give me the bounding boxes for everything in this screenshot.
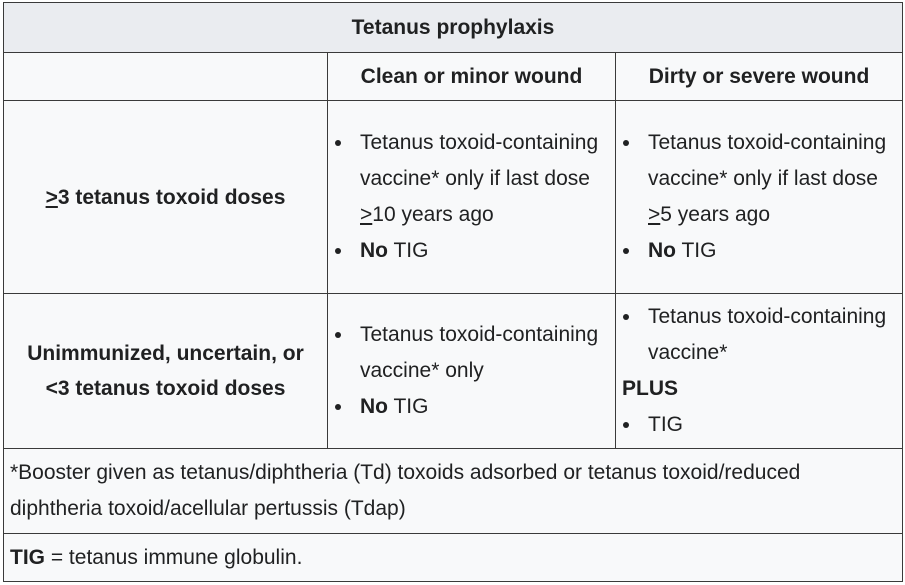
column-header-row: Clean or minor wound Dirty or severe wou…: [3, 52, 903, 101]
cell-clean-wound-3-doses: Tetanus toxoid-containing vaccine* only …: [327, 100, 616, 294]
list-item: Tetanus toxoid-containing vaccine* only …: [354, 125, 609, 233]
tetanus-table-wrapper: Tetanus prophylaxis Clean or minor wound…: [3, 2, 903, 582]
row-header-text: 3 tetanus toxoid doses: [57, 185, 286, 209]
list-item: TIG: [642, 407, 896, 443]
column-header-dirty-wound: Dirty or severe wound: [615, 52, 903, 101]
bullet-list: Tetanus toxoid-containing vaccine* only …: [334, 125, 609, 269]
plus-label: PLUS: [622, 377, 679, 400]
table-title-row: Tetanus prophylaxis: [3, 2, 903, 53]
table-row: Unimmunized, uncertain, or <3 tetanus tox…: [3, 293, 903, 449]
table-row: >3 tetanus toxoid doses Tetanus toxoid-c…: [3, 100, 903, 294]
list-item: Tetanus toxoid-containing vaccine* only …: [642, 125, 896, 233]
row-header-unimmunized: Unimmunized, uncertain, or <3 tetanus tox…: [3, 293, 328, 449]
abbreviation-row: TIG = tetanus immune globulin.: [3, 533, 903, 582]
gte-symbol: >: [45, 185, 58, 209]
list-item: Tetanus toxoid-containing vaccine*: [642, 299, 896, 371]
bullet-list: Tetanus toxoid-containing vaccine* only …: [622, 125, 896, 269]
list-item: No TIG: [642, 233, 896, 269]
cell-clean-wound-unimmunized: Tetanus toxoid-containing vaccine* only …: [327, 293, 616, 449]
bullet-list: TIG: [622, 407, 896, 443]
bullet-list: Tetanus toxoid-containing vaccine* only …: [334, 317, 609, 425]
column-header-clean-wound: Clean or minor wound: [327, 52, 616, 101]
footnote-row: *Booster given as tetanus/diphtheria (Td…: [3, 448, 903, 534]
row-header-3-or-more-doses: >3 tetanus toxoid doses: [3, 100, 328, 294]
table-title: Tetanus prophylaxis: [3, 2, 903, 53]
tetanus-prophylaxis-table: Tetanus prophylaxis Clean or minor wound…: [3, 2, 903, 582]
list-item: No TIG: [354, 233, 609, 269]
abbreviation-note: TIG = tetanus immune globulin.: [3, 533, 903, 582]
list-item: No TIG: [354, 389, 609, 425]
cell-dirty-wound-unimmunized: Tetanus toxoid-containing vaccine* PLUS …: [615, 293, 903, 449]
footnote: *Booster given as tetanus/diphtheria (Td…: [3, 448, 903, 534]
bullet-list: Tetanus toxoid-containing vaccine*: [622, 299, 896, 371]
column-header-empty: [3, 52, 328, 101]
list-item: Tetanus toxoid-containing vaccine* only: [354, 317, 609, 389]
cell-dirty-wound-3-doses: Tetanus toxoid-containing vaccine* only …: [615, 100, 903, 294]
